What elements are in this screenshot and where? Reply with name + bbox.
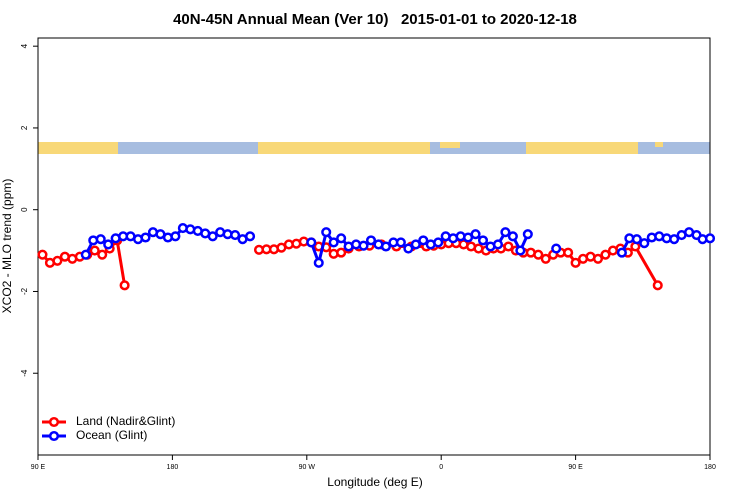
strip-land [38,142,118,154]
data-point [170,231,181,242]
y-tick-label: 2 [20,125,29,130]
data-point [503,241,514,252]
legend-label: Land (Nadir&Glint) [76,414,175,428]
x-tick-label: 90 E [31,464,46,471]
strip-land [440,142,460,148]
data-point [140,232,151,243]
x-tick-label: 90 W [299,464,316,471]
strip-land [655,142,663,147]
data-point [395,237,406,248]
data-point [80,249,91,260]
data-point [639,238,650,249]
data-point [563,247,574,258]
data-point [358,240,369,251]
data-point [477,235,489,246]
data-point [410,239,421,250]
data-point [492,239,503,250]
data-point [403,243,414,254]
data-point [89,245,100,256]
data-point [313,257,324,268]
strip-land [258,142,430,154]
data-point [522,229,533,240]
data-point [95,234,106,245]
data-point [507,231,518,242]
data-point [704,233,716,244]
data-point [103,239,114,250]
strip-land [526,142,638,154]
data-point [540,253,551,264]
plot-frame [37,37,711,456]
x-tick-label: 180 [704,464,716,471]
data-point [97,249,108,260]
data-point [321,227,332,238]
data-point [230,230,241,241]
y-axis-label: XCO2 - MLO trend (ppm) [0,179,14,314]
data-point [616,247,627,258]
y-tick-label: 0 [20,207,29,212]
y-tick-label: -4 [20,369,29,377]
legend-label: Ocean (Glint) [76,428,147,442]
data-point [500,227,511,238]
data-point [418,235,429,246]
map-strip [38,142,710,154]
legend-marker [48,430,60,442]
data-point [551,243,562,254]
data-point [533,249,544,260]
data-point [470,229,481,240]
data-point [515,245,526,256]
data-point [600,249,611,260]
data-point [631,234,642,245]
data-point [570,257,581,268]
data-point [652,280,663,291]
data-point [336,247,347,258]
legend-marker [48,416,60,428]
data-point [119,280,130,291]
x-tick-label: 90 E [568,464,583,471]
chart-title: 40N-45N Annual Mean (Ver 10) 2015-01-01 … [173,11,577,28]
data-point [336,233,347,244]
data-point [52,255,63,266]
data-point [207,231,218,242]
y-tick-label: -2 [20,287,29,295]
data-point [380,241,391,252]
data-point [328,237,339,248]
data-point [37,249,48,260]
data-point [245,231,256,242]
data-point [365,235,377,246]
data-point [669,234,680,245]
x-tick-label: 0 [439,464,443,471]
x-axis-label: Longitude (deg E) [327,475,422,489]
data-point [433,237,444,248]
data-point [592,253,604,264]
y-tick-label: 4 [20,43,29,48]
x-tick-label: 180 [167,464,179,471]
data-point [306,237,317,248]
